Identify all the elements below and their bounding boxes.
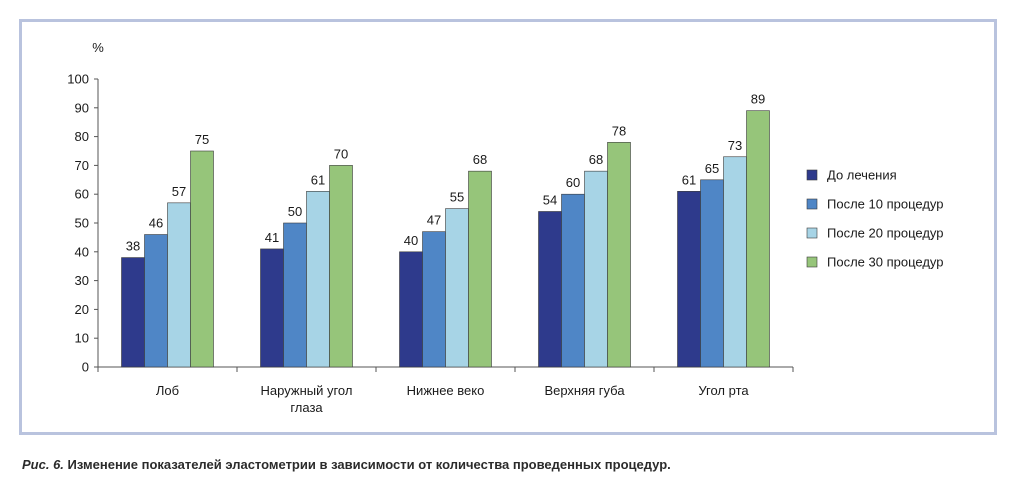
bar [468, 170, 492, 368]
legend-label: После 20 процедур [827, 226, 944, 241]
y-tick-label: 20 [75, 302, 89, 317]
bar [584, 170, 608, 368]
bar [445, 208, 469, 368]
y-axis-unit-label: % [92, 40, 104, 55]
y-tick-label: 90 [75, 100, 89, 115]
y-tick-label: 70 [75, 158, 89, 173]
bar [561, 193, 585, 368]
bar [167, 202, 191, 368]
bar [399, 251, 423, 368]
bar-value-label: 47 [427, 213, 441, 228]
bar-value-label: 75 [195, 132, 209, 147]
x-category-label: Верхняя губа [544, 383, 625, 398]
bar-value-label: 73 [728, 138, 742, 153]
legend-swatch [806, 198, 818, 210]
bar-value-label: 68 [589, 152, 603, 167]
bar-value-label: 55 [450, 190, 464, 205]
y-tick-label: 80 [75, 129, 89, 144]
bar-value-label: 57 [172, 184, 186, 199]
bar [283, 222, 307, 368]
bar [723, 156, 747, 368]
data-labels: 38 46 57 75 41 50 61 70 40 47 55 68 54 60 68 78 61 65 73 89 [126, 92, 765, 254]
legend-swatch [806, 169, 818, 181]
y-tick-label: 50 [75, 216, 89, 231]
x-category-label: Лоб [156, 383, 179, 398]
axes: 0 10 20 30 40 50 60 70 80 90 100 Лоб Наружный угол гл… [67, 72, 794, 415]
x-category-label: Угол рта [698, 383, 749, 398]
bar-value-label: 61 [311, 172, 325, 187]
legend-swatch [806, 256, 818, 268]
bar-value-label: 50 [288, 204, 302, 219]
bar-value-label: 61 [682, 172, 696, 187]
bar [260, 248, 284, 368]
y-tick-label: 10 [75, 331, 89, 346]
bar-value-label: 38 [126, 239, 140, 254]
bar [677, 191, 701, 368]
caption-text: Изменение показателей эластометрии в зав… [63, 457, 671, 472]
bar-value-label: 40 [404, 233, 418, 248]
bar [306, 191, 330, 368]
bar-value-label: 60 [566, 175, 580, 190]
figure-number: Рис. 6. [22, 457, 64, 472]
bars [121, 110, 770, 368]
bar-value-label: 70 [334, 146, 348, 161]
x-category-label: Наружный угол [261, 383, 353, 398]
bar-value-label: 54 [543, 192, 557, 207]
bar-value-label: 68 [473, 152, 487, 167]
bar [190, 150, 214, 368]
figure-caption: Рис. 6. Изменение показателей эластометр… [22, 457, 671, 472]
y-tick-label: 40 [75, 244, 89, 259]
y-tick-label: 60 [75, 187, 89, 202]
legend-label: После 30 процедур [827, 255, 944, 270]
legend: До лечения После 10 процедур После 20 проц… [806, 168, 944, 270]
bar [700, 179, 724, 368]
bar [746, 110, 770, 368]
bar-value-label: 89 [751, 92, 765, 107]
y-tick-label: 100 [67, 72, 89, 87]
bar [121, 257, 145, 368]
bar [144, 234, 168, 368]
bar [538, 211, 562, 368]
bar-value-label: 41 [265, 230, 279, 245]
bar-value-label: 46 [149, 216, 163, 231]
bar [329, 165, 353, 368]
bar [607, 142, 631, 368]
legend-label: До лечения [827, 168, 897, 183]
legend-label: После 10 процедур [827, 197, 944, 212]
bar-value-label: 78 [612, 123, 626, 138]
x-category-label: глаза [290, 400, 323, 415]
y-tick-label: 0 [82, 360, 89, 375]
x-category-label: Нижнее веко [407, 383, 485, 398]
bar-value-label: 65 [705, 161, 719, 176]
y-tick-label: 30 [75, 273, 89, 288]
bar [422, 231, 446, 368]
legend-swatch [806, 227, 818, 239]
